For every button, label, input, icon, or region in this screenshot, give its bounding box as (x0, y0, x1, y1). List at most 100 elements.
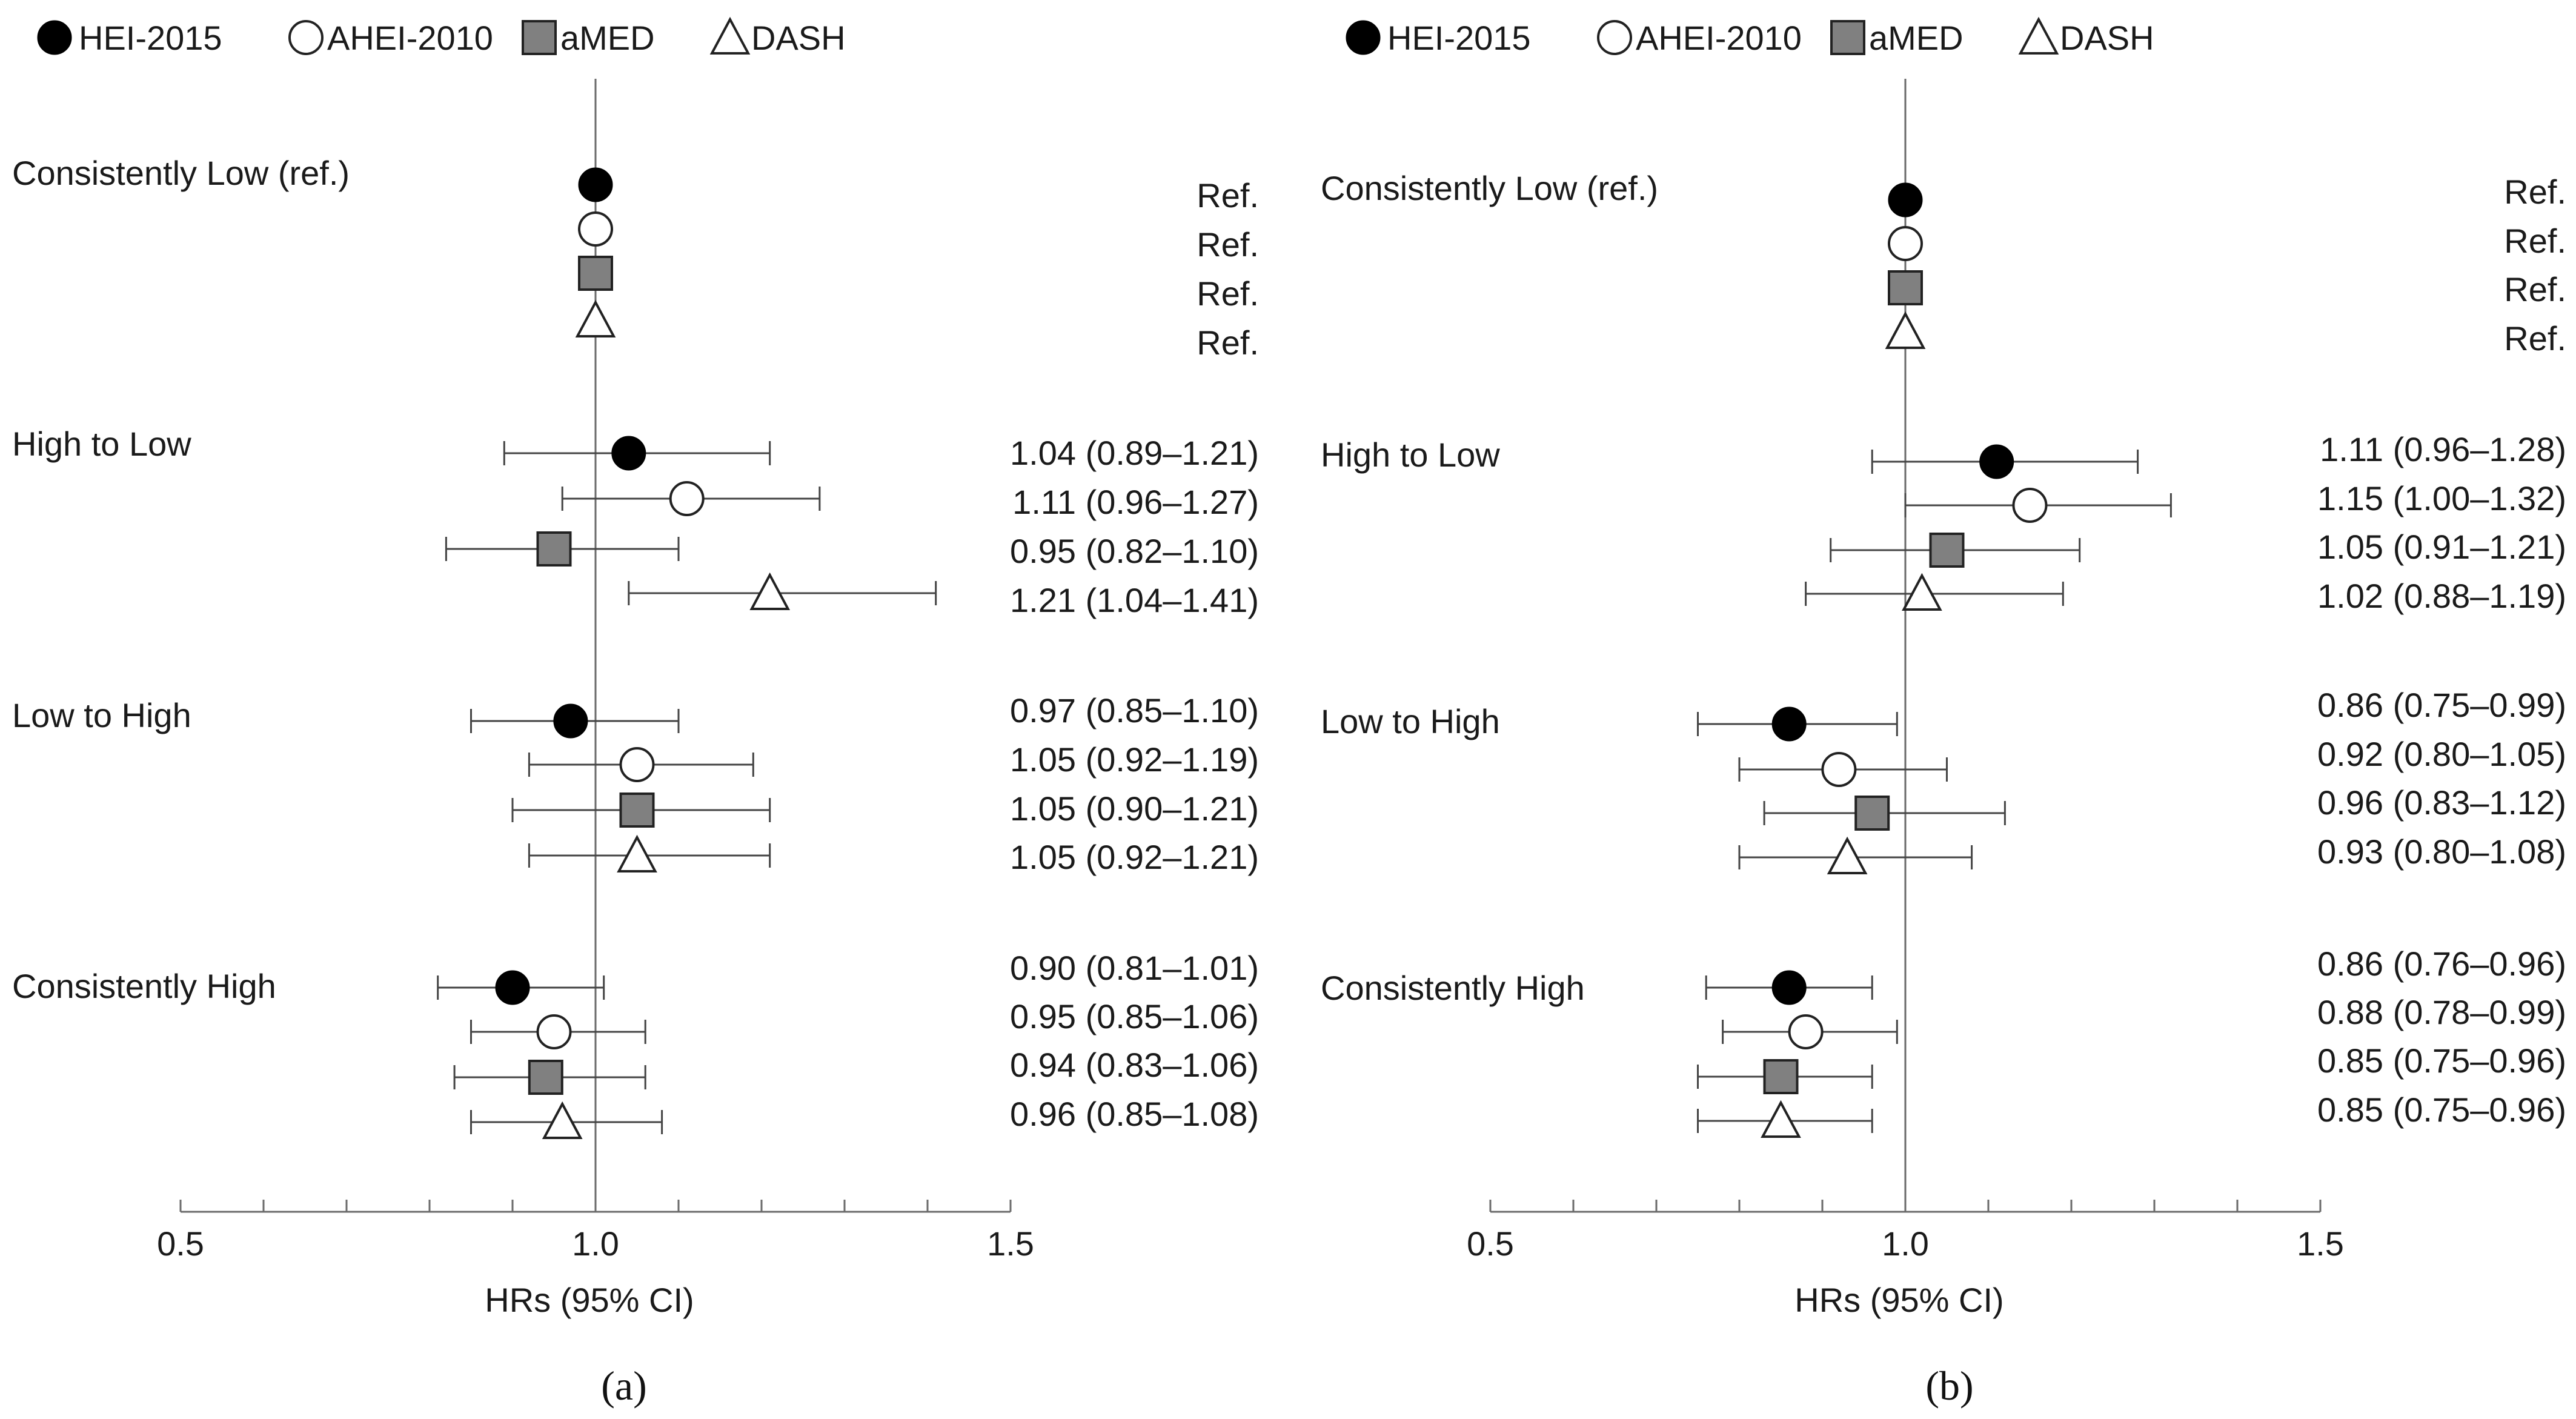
hr-value-label: Ref. (1197, 225, 1259, 264)
group-label: High to Low (1321, 436, 1500, 474)
point-hei-2015 (1888, 182, 1923, 218)
row-amed: 0.95 (0.82–1.10) (445, 531, 1259, 570)
point-hei-2015 (1979, 444, 2014, 479)
point-dash (1902, 573, 1942, 611)
x-axis: 0.5 1.0 1.5 HRs (95% CI) (1467, 1200, 2344, 1319)
legend-label-amed: aMED (560, 19, 655, 57)
row-dash: 1.05 (0.92–1.21) (528, 834, 1259, 876)
legend-marker-dash (2018, 16, 2059, 55)
hr-value-label: 1.11 (0.96–1.28) (2320, 430, 2566, 468)
x-tick-label: 0.5 (157, 1225, 204, 1263)
row-amed: Ref. (578, 256, 1259, 313)
hr-value-label: 0.92 (0.80–1.05) (2317, 735, 2566, 773)
row-amed: 0.96 (0.83–1.12) (1763, 783, 2566, 831)
point-ahei-2010 (578, 211, 613, 247)
point-ahei-2010 (619, 747, 655, 782)
row-dash: 0.93 (0.80–1.08) (1738, 832, 2566, 874)
hr-value-label: 0.90 (0.81–1.01) (1010, 949, 1259, 987)
legend-label-dash: DASH (751, 19, 846, 57)
row-hei-2015: 0.86 (0.76–0.96) (1705, 945, 2566, 1005)
hr-value-label: 0.93 (0.80–1.08) (2317, 832, 2566, 871)
row-hei-2015: 0.90 (0.81–1.01) (437, 949, 1259, 1005)
hr-value-label: 0.95 (0.82–1.10) (1010, 532, 1259, 570)
row-amed: 0.85 (0.75–0.96) (1697, 1042, 2566, 1094)
hr-value-label: 1.05 (0.92–1.21) (1010, 838, 1259, 876)
row-dash: Ref. (1885, 311, 2566, 357)
forest-plot-panel-b: HEI-2015 AHEI-2010 aMED DASH 0.5 1.0 1.5 HRs (9… (1321, 16, 2566, 1409)
row-hei-2015: 1.11 (0.96–1.28) (1871, 430, 2566, 479)
point-amed (1888, 270, 1923, 305)
x-axis: 0.5 1.0 1.5 HRs (95% CI) (157, 1200, 1034, 1319)
x-tick-label: 1.5 (987, 1225, 1034, 1263)
hr-value-label: Ref. (2504, 173, 2566, 211)
group-high-to-low: High to Low 1.11 (0.96–1.28) 1.15 (1.00–1.… (1321, 430, 2566, 615)
row-dash: 1.21 (1.04–1.41) (628, 572, 1259, 619)
hr-value-label: 1.05 (0.92–1.19) (1010, 740, 1259, 779)
hr-value-label: Ref. (2504, 270, 2566, 308)
point-hei-2015 (1771, 706, 1807, 742)
legend: HEI-2015 AHEI-2010 aMED DASH (1346, 16, 2154, 57)
row-ahei-2010: Ref. (1888, 222, 2566, 261)
point-amed (619, 793, 655, 828)
hr-value-label: 0.85 (0.75–0.96) (2317, 1042, 2566, 1080)
group-consistently-high: Consistently High 0.90 (0.81–1.01) 0.95 (0… (12, 949, 1259, 1139)
hr-value-label: 0.96 (0.85–1.08) (1010, 1095, 1259, 1133)
hr-value-label: 1.11 (0.96–1.27) (1012, 483, 1259, 521)
x-tick-label: 1.0 (572, 1225, 619, 1263)
row-amed: 1.05 (0.91–1.21) (1830, 528, 2566, 568)
point-hei-2015 (578, 167, 613, 202)
legend-label-ahei-2010: AHEI-2010 (327, 19, 493, 57)
panel-label: (b) (1925, 1363, 1973, 1409)
row-dash: 1.02 (0.88–1.19) (1805, 573, 2566, 615)
row-dash: 0.96 (0.85–1.08) (470, 1095, 1259, 1139)
row-amed: 0.94 (0.83–1.06) (453, 1046, 1259, 1095)
legend-label-ahei-2010: AHEI-2010 (1636, 19, 1802, 57)
forest-plot-panel-a: HEI-2015 AHEI-2010 aMED DASH 0.5 1.0 1.5 HRs (9… (12, 16, 1259, 1409)
row-ahei-2010: 1.11 (0.96–1.27) (561, 481, 1259, 521)
hr-value-label: 0.85 (0.75–0.96) (2317, 1091, 2566, 1129)
group-consistently-low-ref: Consistently Low (ref.) Ref. Ref. Ref. Ref. (12, 154, 1259, 362)
hr-value-label: 0.95 (0.85–1.06) (1010, 997, 1259, 1035)
hr-value-label: 1.05 (0.90–1.21) (1010, 789, 1259, 828)
hr-value-label: 0.97 (0.85–1.10) (1010, 691, 1259, 729)
hr-value-label: 0.94 (0.83–1.06) (1010, 1046, 1259, 1084)
row-ahei-2010: 0.88 (0.78–0.99) (1722, 993, 2566, 1049)
point-dash (617, 834, 657, 872)
hr-value-label: 0.86 (0.75–0.99) (2317, 686, 2566, 724)
hr-value-label: 1.15 (1.00–1.32) (2317, 479, 2566, 517)
hr-value-label: 0.86 (0.76–0.96) (2317, 945, 2566, 983)
legend-label-dash: DASH (2060, 19, 2154, 57)
legend: HEI-2015 AHEI-2010 aMED DASH (37, 16, 846, 57)
row-hei-2015: 0.86 (0.75–0.99) (1697, 686, 2566, 742)
panel-label: (a) (601, 1363, 646, 1409)
point-amed (1854, 796, 1890, 831)
x-axis-label: HRs (95% CI) (485, 1281, 694, 1319)
hr-value-label: 1.05 (0.91–1.21) (2317, 528, 2566, 566)
point-dash (542, 1101, 583, 1139)
point-amed (1929, 533, 1965, 568)
row-ahei-2010: 0.92 (0.80–1.05) (1738, 735, 2566, 787)
point-hei-2015 (553, 703, 588, 739)
point-ahei-2010 (2012, 488, 2048, 523)
legend-marker-ahei-2010 (288, 20, 324, 55)
row-amed: 1.05 (0.90–1.21) (511, 789, 1259, 828)
legend-label-hei-2015: HEI-2015 (79, 19, 222, 57)
point-dash (1827, 836, 1868, 874)
row-hei-2015: 0.97 (0.85–1.10) (470, 691, 1259, 739)
row-amed: Ref. (1888, 270, 2566, 308)
row-hei-2015: Ref. (578, 167, 1259, 214)
group-label: Low to High (1321, 702, 1500, 740)
group-low-to-high: Low to High 0.97 (0.85–1.10) 1.05 (0.92–1.… (12, 691, 1259, 876)
group-label: Consistently Low (ref.) (12, 154, 350, 192)
group-label: Consistently Low (ref.) (1321, 169, 1658, 207)
row-ahei-2010: 0.95 (0.85–1.06) (470, 997, 1259, 1049)
hr-value-label: Ref. (2504, 222, 2566, 260)
point-ahei-2010 (1821, 752, 1857, 787)
row-dash: Ref. (575, 299, 1259, 362)
point-dash (1761, 1100, 1801, 1138)
point-amed (1763, 1059, 1799, 1094)
legend-label-amed: aMED (1869, 19, 1964, 57)
hr-value-label: 1.21 (1.04–1.41) (1010, 581, 1259, 619)
hr-value-label: Ref. (1197, 274, 1259, 313)
